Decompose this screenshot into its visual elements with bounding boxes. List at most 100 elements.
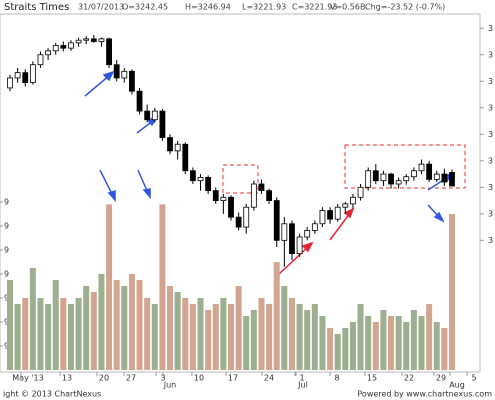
x-tick-label: 15: [367, 374, 377, 383]
candle-body: [121, 70, 128, 79]
candle-body: [296, 236, 303, 255]
volume-bar: [220, 298, 227, 370]
x-tick-label: 24: [264, 374, 274, 383]
volume-bar: [441, 328, 448, 370]
volume-bar: [426, 304, 433, 370]
candle-body: [410, 170, 417, 178]
candle-body: [281, 223, 288, 241]
volume-bar: [349, 322, 356, 370]
volume-bar: [14, 304, 21, 370]
candle-body: [22, 72, 29, 84]
candle-body: [68, 42, 74, 49]
v-tick-label: 9: [4, 270, 9, 279]
y-tick-label: 3: [488, 77, 493, 86]
candle-body: [197, 176, 204, 182]
candle-body: [426, 163, 433, 180]
candle-body: [228, 196, 234, 218]
candle-body: [113, 64, 120, 79]
volume-bar: [410, 310, 417, 370]
candle-body: [83, 38, 90, 41]
volume-bar: [189, 304, 196, 370]
candle-body: [311, 223, 318, 231]
y-tick-label: 3: [488, 156, 493, 165]
candle-body: [90, 38, 97, 42]
volume-bar: [205, 310, 212, 370]
volume-bar: [197, 298, 204, 370]
header-item: H=3246.94: [185, 3, 231, 12]
volume-bar: [334, 334, 341, 370]
volume-bar: [258, 298, 265, 370]
candle-body: [106, 38, 112, 66]
header-item: L=3221.93: [242, 3, 286, 12]
volume-bar: [212, 304, 219, 370]
volume-bar: [250, 310, 257, 370]
candle-body: [334, 206, 341, 220]
candle-body: [395, 180, 402, 185]
candles: [7, 34, 455, 267]
volume-bars: [7, 204, 455, 370]
candle-body: [60, 45, 67, 49]
volume-bar: [327, 328, 334, 370]
candle-body: [388, 173, 394, 185]
volume-bar: [174, 292, 181, 370]
candle-body: [144, 110, 151, 121]
volume-bar: [106, 204, 113, 370]
volume-bar: [136, 280, 143, 370]
x-tick-label: 22: [404, 374, 414, 383]
candle-body: [52, 45, 59, 52]
volume-bar: [304, 310, 311, 370]
y-tick-label: 3: [488, 183, 493, 192]
volume-bar: [243, 316, 250, 370]
volume-bar: [159, 204, 166, 370]
volume-bar: [151, 304, 158, 370]
candle-body: [342, 203, 349, 208]
candle-body: [304, 230, 311, 238]
volume-bar: [29, 268, 36, 370]
volume-bar: [45, 304, 52, 370]
volume-bar: [83, 286, 90, 370]
candle-body: [380, 173, 387, 182]
volume-bar: [98, 274, 105, 370]
volume-bar: [235, 286, 242, 370]
header-item: V=0.56B: [330, 3, 365, 12]
x-tick-label: 20: [99, 374, 109, 383]
volume-bar: [380, 310, 387, 370]
candle-body: [357, 186, 364, 198]
volume-bar: [266, 304, 273, 370]
volume-bar: [113, 280, 120, 370]
candle-body: [189, 170, 196, 182]
v-tick-label: 9: [4, 294, 9, 303]
y-tick-label: 3: [488, 209, 493, 218]
y-tick-label: 3: [488, 130, 493, 139]
candle-body: [289, 223, 295, 255]
candle-body: [205, 176, 212, 192]
candle-body: [45, 50, 52, 56]
header-item: C=3221.93: [292, 3, 337, 12]
annotations: [222, 144, 466, 194]
candle-body: [98, 38, 105, 42]
v-tick-label: 9: [4, 198, 9, 207]
volume-bar: [372, 322, 379, 370]
volume-bar: [228, 304, 234, 370]
header-item: O=3242.45: [122, 3, 168, 12]
candle-body: [403, 176, 410, 182]
x-tick-label: 27: [126, 374, 136, 383]
x-tick-label: 17: [228, 374, 238, 383]
candle-body: [220, 196, 227, 201]
volume-bar: [288, 298, 295, 370]
chart-title: Straits Times: [4, 2, 69, 13]
x-tick-label: Aug: [449, 381, 465, 390]
v-tick-label: 9: [4, 222, 9, 231]
volume-bar: [182, 298, 189, 370]
footer-left: ight © 2013 ChartNexus: [3, 390, 101, 399]
volume-bar: [311, 304, 318, 370]
header-item: 31/07/2013: [78, 3, 124, 12]
highlight-box: [344, 144, 466, 189]
volume-bar: [388, 316, 395, 370]
v-tick-label: 9: [4, 246, 9, 255]
volume-bar: [418, 316, 425, 370]
candle-body: [250, 183, 257, 208]
v-tick-label: 9: [4, 342, 9, 351]
candle-body: [37, 54, 44, 66]
